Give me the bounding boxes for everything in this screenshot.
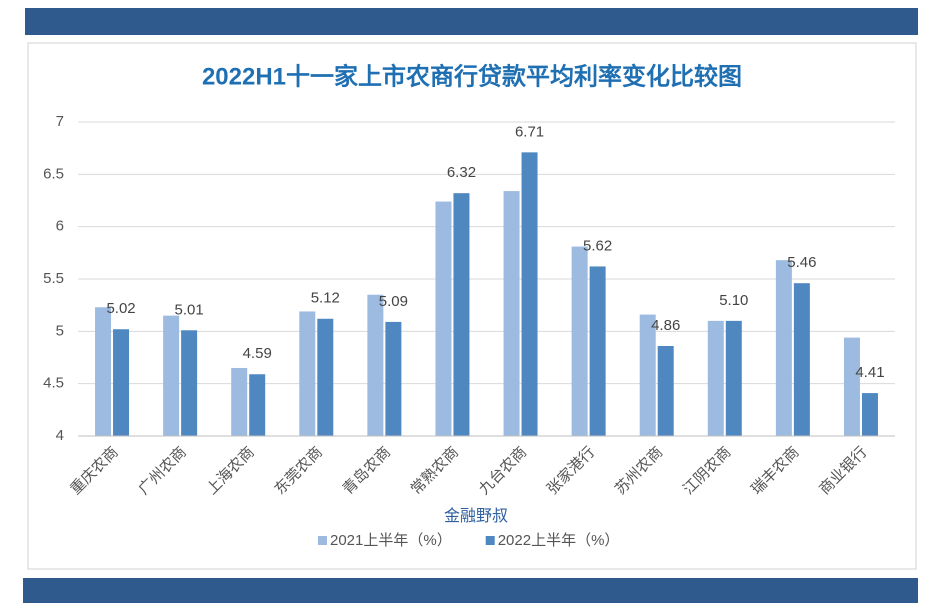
data-label: 4.86 xyxy=(651,317,680,334)
data-label: 5.46 xyxy=(787,254,816,271)
chart-title: 2022H1十一家上市农商行贷款平均利率变化比较图 xyxy=(202,62,742,90)
y-tick-label: 4.5 xyxy=(43,375,64,392)
bar xyxy=(95,307,112,436)
bar xyxy=(639,314,656,436)
bar xyxy=(367,294,384,436)
bar xyxy=(385,321,402,436)
bar xyxy=(843,337,860,436)
y-tick-label: 5.5 xyxy=(43,270,64,287)
y-tick-label: 5 xyxy=(56,322,64,339)
bar xyxy=(725,320,742,436)
data-label: 5.10 xyxy=(719,292,748,309)
y-tick-label: 6 xyxy=(56,218,64,235)
bar xyxy=(299,311,316,436)
bar xyxy=(657,345,674,436)
data-label: 5.09 xyxy=(379,293,408,310)
bar xyxy=(571,246,588,436)
data-label: 6.71 xyxy=(515,123,544,140)
bar xyxy=(181,330,198,436)
data-label: 6.32 xyxy=(447,164,476,181)
bottom-banner xyxy=(23,578,918,603)
data-label: 4.41 xyxy=(855,364,884,381)
bar xyxy=(453,193,470,436)
bar xyxy=(503,191,520,436)
data-label: 4.59 xyxy=(243,345,272,362)
legend-label: 2022上半年（%） xyxy=(498,532,620,549)
bar xyxy=(435,201,452,436)
bar xyxy=(249,374,266,436)
bar xyxy=(521,152,538,436)
data-label: 5.62 xyxy=(583,237,612,254)
bar xyxy=(861,393,878,436)
bar xyxy=(231,367,248,436)
y-tick-label: 6.5 xyxy=(43,165,64,182)
bar xyxy=(775,260,792,436)
chart-frame xyxy=(27,42,917,570)
data-label: 5.02 xyxy=(106,300,135,317)
legend-swatch xyxy=(485,536,495,545)
top-banner xyxy=(25,8,918,35)
y-tick-label: 7 xyxy=(56,113,64,130)
data-label: 5.12 xyxy=(311,290,340,307)
y-tick-label: 4 xyxy=(56,427,64,444)
bar xyxy=(113,329,130,436)
bar xyxy=(317,318,334,436)
data-label: 5.01 xyxy=(175,301,204,318)
legend-label: 2021上半年（%） xyxy=(330,532,452,549)
bar xyxy=(793,283,810,436)
legend-swatch xyxy=(318,536,327,545)
bar xyxy=(589,266,606,436)
x-axis-title: 金融野叔 xyxy=(444,507,508,525)
bar xyxy=(163,315,180,436)
bar xyxy=(707,320,724,436)
